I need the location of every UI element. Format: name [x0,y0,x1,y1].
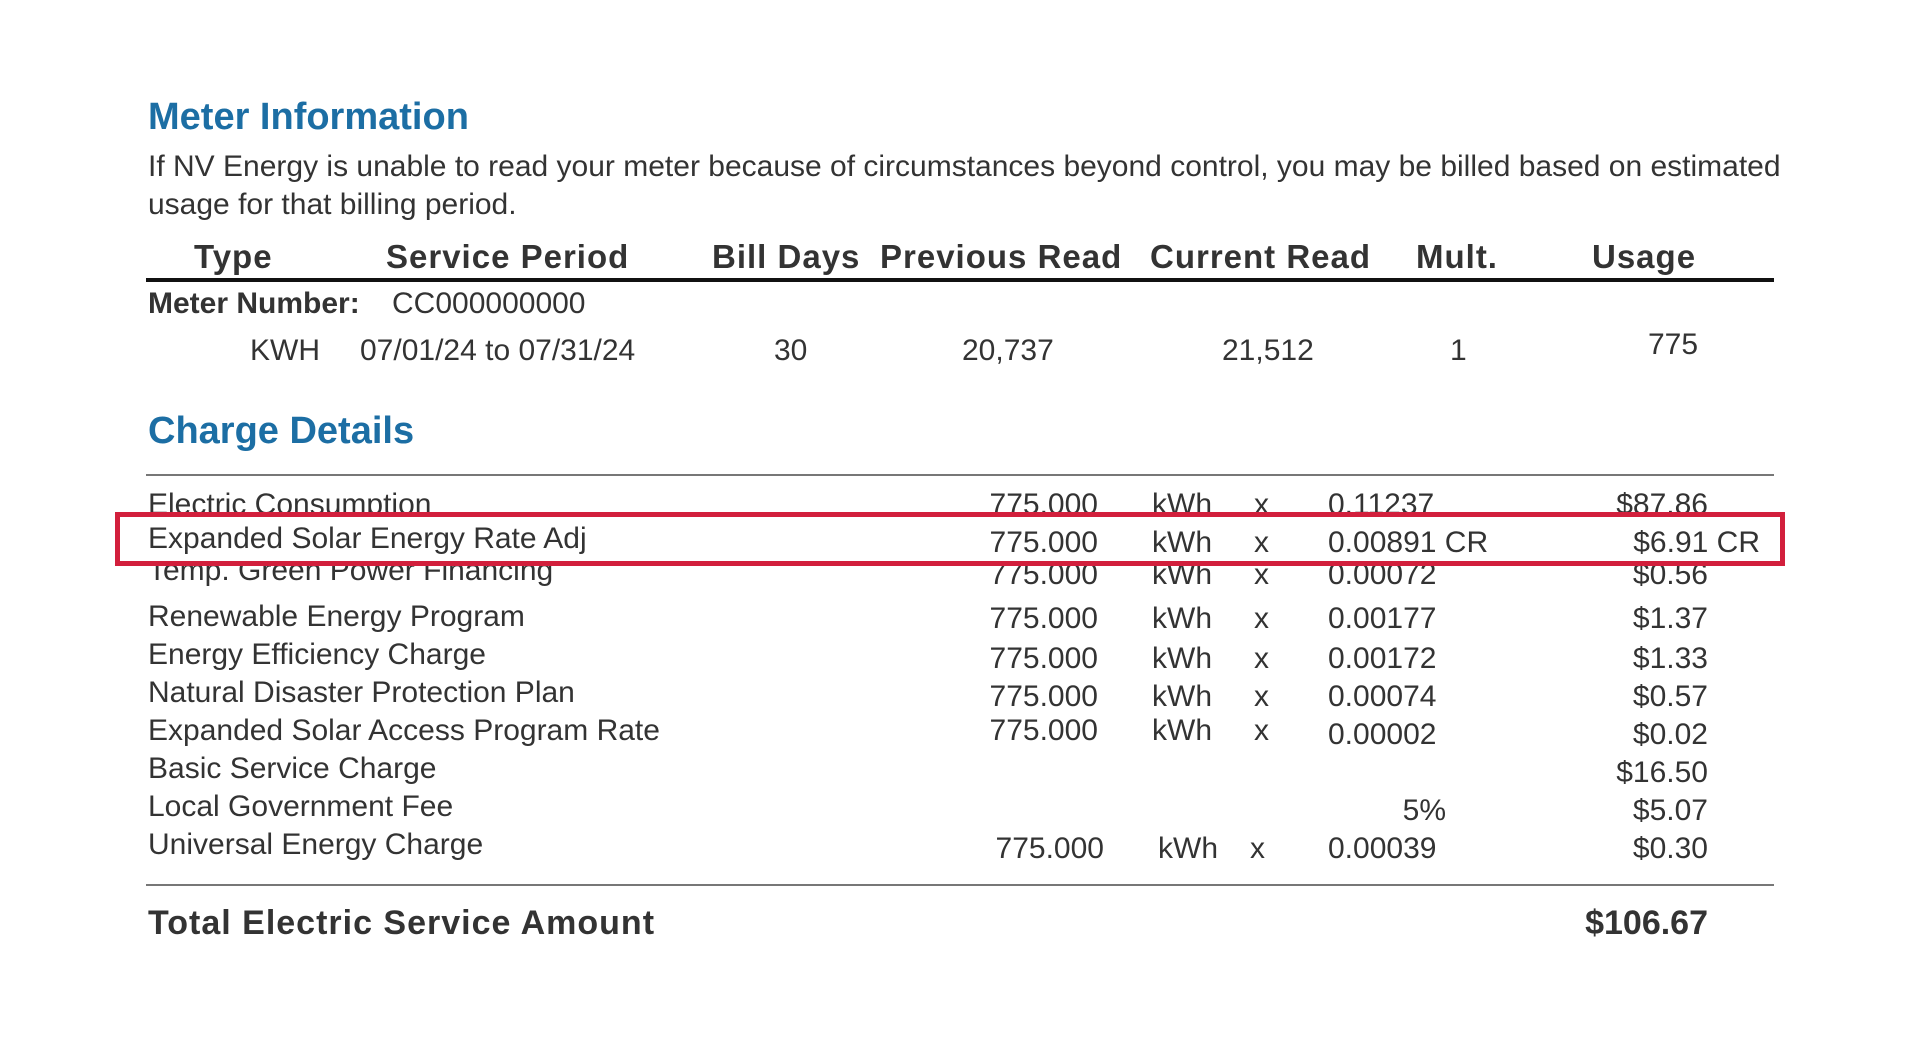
estimated-usage-notice: If NV Energy is unable to read your mete… [148,150,1781,221]
charge-quantity: 775.000 [989,602,1098,635]
charge-row: Expanded Solar Access Program Rate 775.0… [0,714,1920,752]
charge-description: Natural Disaster Protection Plan [148,676,575,709]
charge-quantity: 775.000 [989,680,1098,713]
charge-amount: $0.02 [1632,718,1708,751]
charge-unit: kWh [1152,488,1212,512]
charge-rate: 0.11237 [1328,488,1435,512]
charge-quantity: 775.000 [989,642,1098,675]
charge-row: Energy Efficiency Charge 775.000 kWh x 0… [0,638,1920,676]
charge-description: Expanded Solar Energy Rate Adj [148,522,587,555]
meter-number-label: Meter Number: [148,287,360,320]
charge-details-heading: Charge Details [148,410,415,452]
meter-number-value: CC000000000 [392,287,586,320]
charge-description: Local Government Fee [148,790,454,823]
meter-row-bill-days: 30 [774,334,808,367]
charge-description: Energy Efficiency Charge [148,638,486,671]
charge-description: Basic Service Charge [148,752,437,785]
header-bill-days: Bill Days [712,238,861,275]
charge-row: Local Government Fee 5% $5.07 [0,790,1920,828]
charge-unit: kWh [1152,714,1212,747]
charge-rate: 0.00039 [1328,832,1437,865]
charge-amount: $6.91 CR [1633,526,1760,559]
charge-description: Electric Consumption [148,488,432,512]
charge-description: Expanded Solar Access Program Rate [148,714,660,747]
charge-multiply-sign: x [1254,488,1269,512]
header-service-period: Service Period [386,238,630,275]
charge-rate: 0.00002 [1328,718,1437,751]
charge-row: Universal Energy Charge 775.000 kWh x 0.… [0,828,1920,866]
charge-quantity: 775.000 [995,832,1104,865]
total-label: Total Electric Service Amount [148,904,656,942]
charge-row-highlighted: Expanded Solar Energy Rate Adj 775.000 k… [0,522,1920,560]
header-usage: Usage [1592,238,1697,275]
meter-row-mult: 1 [1450,334,1467,367]
charge-multiply-sign: x [1254,566,1269,591]
charge-quantity: 775.000 [989,526,1098,559]
charge-multiply-sign: x [1254,602,1269,635]
charge-multiply-sign: x [1254,680,1269,713]
charge-amount: $1.33 [1632,642,1708,675]
charge-row: Natural Disaster Protection Plan 775.000… [0,676,1920,714]
charge-unit: kWh [1152,566,1212,591]
charge-details-bottom-rule [146,884,1774,886]
meter-information-heading: Meter Information [148,96,469,138]
charge-rate: 0.00172 [1328,642,1437,675]
charge-rate: 0.00074 [1328,680,1437,713]
charge-multiply-sign: x [1254,526,1269,559]
charge-quantity: 775.000 [989,488,1098,512]
highlight-box [115,512,1785,566]
charge-multiply-sign: x [1250,832,1265,865]
meter-row-usage: 775 [1648,328,1699,361]
charge-multiply-sign: x [1254,642,1269,675]
charge-description: Universal Energy Charge [148,828,484,861]
charge-amount: $0.30 [1632,832,1708,865]
charge-unit: kWh [1152,680,1212,713]
charge-amount: $1.37 [1632,602,1708,635]
charge-unit: kWh [1152,602,1212,635]
charge-quantity: 775.000 [989,714,1098,747]
charge-rate: 0.00177 [1328,602,1437,635]
charge-amount: $0.56 [1632,566,1708,591]
charge-amount: $16.50 [1616,756,1708,789]
charge-unit: kWh [1158,832,1218,865]
header-current-read: Current Read [1150,238,1372,275]
meter-row-service-period: 07/01/24 to 07/31/24 [360,334,636,367]
charge-quantity: 775.000 [989,566,1098,591]
meter-row-previous-read: 20,737 [962,334,1054,367]
charge-rate: 5% [1402,794,1446,827]
charge-row: Basic Service Charge $16.50 [0,752,1920,790]
charge-amount: $87.86 [1616,488,1708,512]
charge-details-top-rule [146,474,1774,476]
header-mult: Mult. [1416,238,1498,275]
charge-unit: kWh [1152,526,1212,559]
header-previous-read: Previous Read [880,238,1123,275]
total-amount: $106.67 [1585,904,1708,942]
charge-row: Renewable Energy Program 775.000 kWh x 0… [0,600,1920,638]
charge-rate: 0.00891 CR [1328,526,1489,559]
meter-row-current-read: 21,512 [1222,334,1314,367]
charge-unit: kWh [1152,642,1212,675]
charge-rate: 0.00072 [1328,566,1437,591]
charge-row: Electric Consumption 775.000 kWh x 0.112… [0,488,1920,512]
charge-row: Temp. Green Power Financing 775.000 kWh … [0,566,1920,596]
meter-row-type: KWH [250,334,320,367]
meter-table-header-rule [146,278,1774,282]
charge-multiply-sign: x [1254,714,1269,747]
charge-description: Renewable Energy Program [148,600,525,633]
charge-amount: $0.57 [1632,680,1708,713]
header-type: Type [194,238,273,275]
charge-amount: $5.07 [1632,794,1708,827]
charge-description: Temp. Green Power Financing [148,566,554,587]
